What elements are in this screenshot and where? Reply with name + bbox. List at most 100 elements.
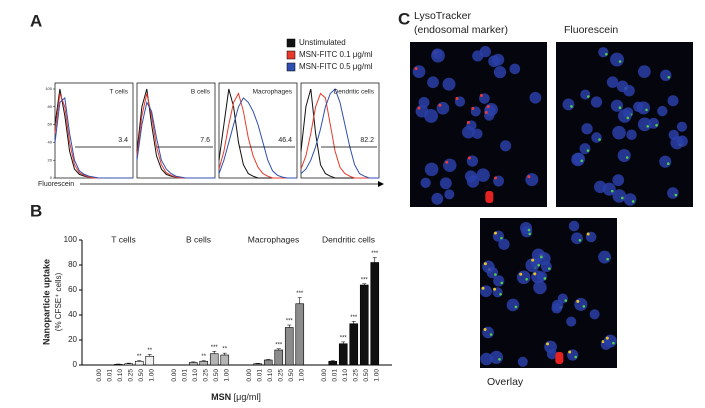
group-label: Macrophages	[248, 234, 300, 244]
bar	[338, 343, 348, 366]
green-dot	[626, 116, 630, 120]
red-dot	[533, 272, 537, 276]
cell-nucleus	[606, 76, 619, 88]
error-bar	[212, 350, 217, 354]
bar	[295, 303, 305, 366]
x-tick-label: 0.50	[288, 369, 295, 382]
red-dot	[493, 287, 497, 291]
cell-nucleus	[412, 65, 426, 79]
green-dot	[564, 299, 568, 302]
cell-nucleus	[498, 238, 510, 250]
arrow-head	[378, 181, 384, 187]
group-label: B cells	[186, 234, 211, 244]
group-label: T cells	[111, 234, 135, 244]
cell-nucleus	[617, 148, 631, 163]
cell-nucleus	[480, 352, 493, 366]
green-dot	[527, 228, 531, 232]
error-bar	[341, 341, 346, 344]
histogram-title: B cells	[191, 89, 211, 96]
bar	[349, 323, 359, 366]
bar	[263, 359, 273, 366]
cell-nucleus	[623, 193, 637, 206]
x-tick-label: 0.50	[138, 369, 145, 382]
red-dot	[586, 232, 590, 236]
x-tick-label: 1.00	[298, 369, 305, 382]
green-dot	[646, 125, 650, 128]
green-dot	[537, 263, 540, 267]
error-bar	[137, 360, 142, 362]
red-dot	[455, 97, 459, 101]
green-dot	[655, 123, 658, 127]
cell-nucleus	[648, 117, 660, 129]
y-tick-label: 100	[45, 86, 52, 91]
y-tick-label: 0	[73, 360, 78, 369]
cell-nucleus	[562, 98, 575, 111]
histogram-curve	[218, 92, 297, 179]
green-dot	[618, 60, 622, 63]
histogram-frame	[300, 82, 380, 179]
green-dot	[499, 292, 502, 296]
cell-nucleus	[637, 117, 652, 132]
x-axis-label-name: MSN	[211, 392, 231, 402]
green-dot	[612, 341, 615, 345]
x-tick-label: 0.10	[342, 369, 349, 382]
green-dot	[645, 108, 648, 112]
gate-value: 7.6	[200, 137, 210, 144]
bar	[134, 360, 144, 366]
image-label: Fluorescein	[564, 24, 618, 36]
cell-nucleus	[618, 109, 632, 123]
x-tick-label: 0.01	[106, 369, 113, 382]
cell-nucleus	[493, 275, 505, 287]
cell-nucleus	[517, 356, 528, 367]
cell-nucleus	[657, 105, 668, 117]
x-tick-label: 1.00	[148, 369, 155, 382]
red-dot	[483, 262, 487, 266]
legend-label: Unstimulated	[299, 38, 346, 47]
cell-nucleus	[572, 152, 585, 165]
y-tick-label: 60	[68, 285, 77, 294]
cell-nucleus	[536, 271, 548, 282]
cell-nucleus	[633, 101, 644, 112]
x-tick-label: 0.00	[321, 369, 328, 382]
green-dot	[580, 159, 584, 163]
green-dot	[543, 277, 547, 280]
histogram-curve	[54, 96, 133, 179]
y-tick-label: 40	[68, 310, 77, 319]
cell-nucleus	[439, 177, 452, 190]
cell-nucleus	[427, 76, 439, 89]
cell-nucleus	[602, 182, 616, 196]
red-dot	[531, 258, 535, 262]
cell-nucleus	[472, 50, 484, 62]
y-tick-label: 80	[48, 104, 53, 109]
error-bar	[147, 354, 152, 357]
bar	[145, 355, 155, 366]
legend-label: MSN-FITC 0.1 μg/ml	[299, 50, 373, 59]
green-dot	[514, 305, 518, 309]
red-blob	[485, 191, 494, 203]
cell-nucleus	[638, 65, 651, 78]
red-dot	[527, 175, 531, 179]
y-tick-label: 20	[48, 157, 53, 162]
x-tick-label: 0.25	[352, 369, 359, 382]
red-dot	[494, 176, 498, 180]
bar	[188, 362, 198, 366]
error-bar	[191, 361, 196, 363]
legend-label: MSN-FITC 0.5 μg/ml	[299, 62, 373, 71]
significance: **	[201, 354, 206, 360]
bar	[284, 327, 294, 366]
green-dot	[500, 281, 504, 285]
error-bar	[362, 283, 367, 285]
red-dot	[486, 104, 490, 108]
cell-nucleus	[568, 220, 580, 232]
cell-nucleus	[551, 303, 562, 314]
cell-nucleus	[516, 270, 531, 285]
green-dot	[574, 355, 577, 359]
red-dot	[568, 350, 572, 354]
cell-nucleus	[580, 89, 591, 100]
green-dot	[674, 193, 678, 197]
cell-nucleus	[660, 69, 672, 81]
gate-value: 46.4	[278, 137, 292, 144]
histogram-title: Dendritic cells	[334, 89, 375, 96]
cell-nucleus	[488, 55, 500, 68]
